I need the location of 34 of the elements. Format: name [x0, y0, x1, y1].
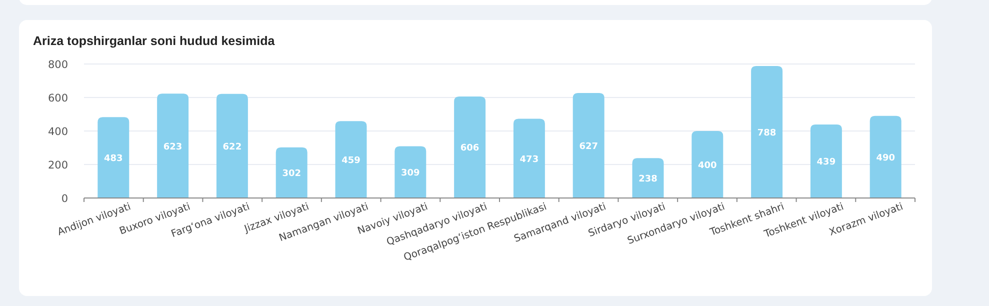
bar	[276, 147, 308, 198]
bar	[454, 96, 486, 198]
data-label: 473	[520, 154, 539, 165]
y-tick-label: 200	[48, 160, 68, 172]
y-tick-label: 800	[48, 59, 68, 71]
bar	[394, 146, 426, 198]
bar	[98, 117, 130, 198]
chart-title: Ariza topshirganlar soni hudud kesimida	[33, 34, 276, 48]
data-label: 627	[579, 142, 598, 152]
data-label: 238	[638, 174, 658, 185]
data-label: 302	[282, 169, 301, 180]
data-label: 459	[342, 156, 360, 166]
data-label: 606	[460, 144, 480, 154]
bar	[632, 158, 664, 198]
bar	[751, 66, 783, 198]
bar	[870, 116, 902, 198]
data-label: 622	[222, 142, 242, 152]
data-label: 309	[401, 168, 420, 179]
y-tick-label: 600	[48, 92, 68, 104]
data-label: 623	[163, 142, 182, 152]
bar	[692, 131, 724, 198]
data-label: 490	[876, 153, 895, 164]
bar	[335, 121, 367, 198]
bar	[513, 118, 545, 198]
data-label: 400	[698, 161, 717, 171]
data-label: 788	[757, 128, 776, 139]
y-tick-label: 400	[48, 126, 68, 138]
bar	[810, 124, 842, 198]
data-label: 483	[104, 154, 123, 164]
bar	[572, 92, 604, 198]
data-label: 439	[816, 158, 836, 168]
y-tick-label: 0	[61, 193, 68, 205]
bar	[216, 94, 248, 198]
bar	[157, 94, 189, 198]
